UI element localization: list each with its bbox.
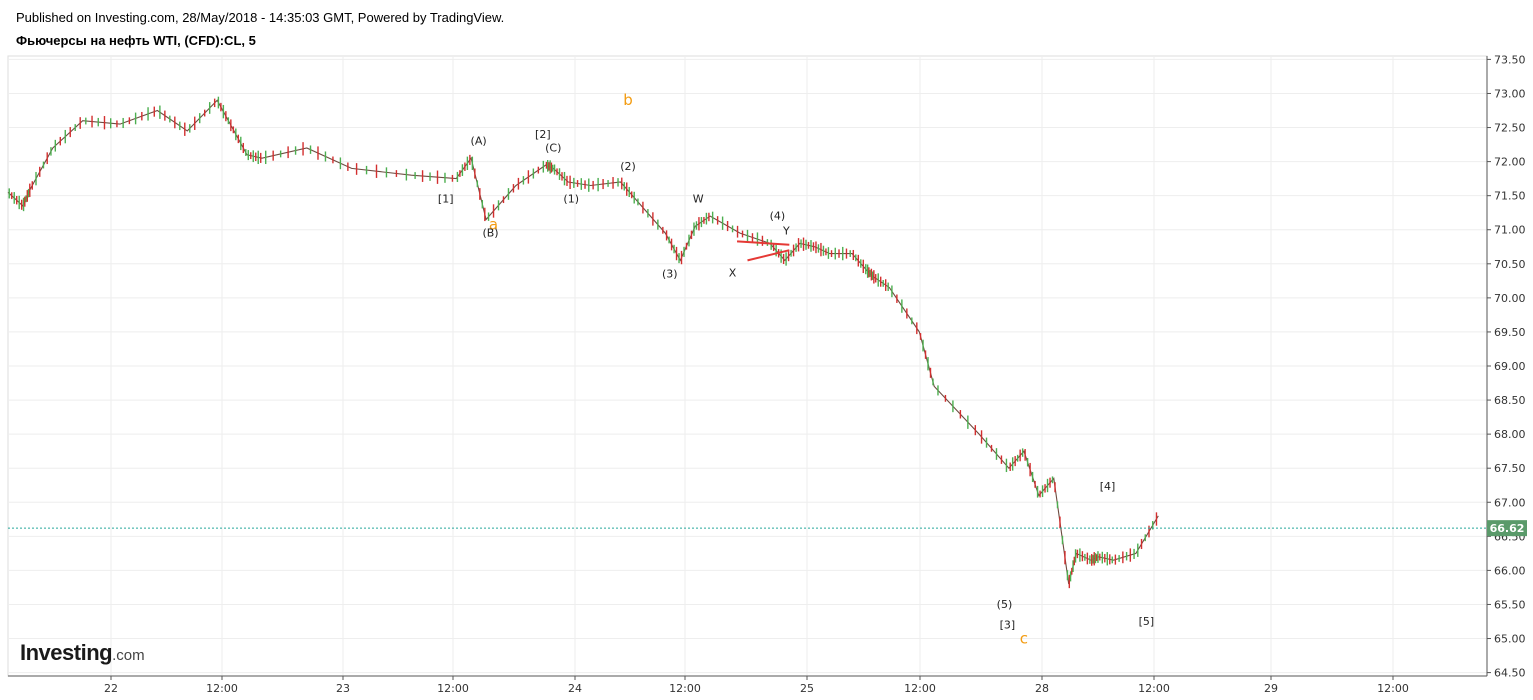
triangle-line [747,249,790,262]
x-tick-label: 12:00 [206,682,238,695]
wave-label: (4) [770,210,786,223]
y-tick-label: 69.00 [1494,360,1526,373]
y-tick-label: 71.00 [1494,224,1526,237]
wave-label: [4] [1100,480,1116,493]
wave-label: [3] [1000,618,1016,631]
x-tick-label: 12:00 [904,682,936,695]
axes: 73.50 73.00 72.50 72.00 71.50 71.00 70.50 70.00… [8,53,1526,695]
y-tick-label: 72.50 [1494,122,1526,135]
y-tick-label: 69.50 [1494,326,1526,339]
wave-label: (A) [471,135,487,148]
wave-label: a [489,216,498,234]
x-tick-label: 23 [336,682,350,695]
price-line [7,99,1159,585]
investing-logo: Investing.com [20,640,145,666]
y-tick-label: 68.50 [1494,394,1526,407]
wave-label: (2) [620,160,636,173]
y-tick-label: 68.00 [1494,428,1526,441]
wave-label: Y [782,225,790,238]
x-tick-label: 12:00 [437,682,469,695]
logo-main-text: Investing [20,640,113,665]
y-tick-label: 71.50 [1494,190,1526,203]
y-tick-label: 70.00 [1494,292,1526,305]
wave-label: (5) [997,598,1013,611]
triangle-line [736,240,790,246]
wave-label: [5] [1139,615,1155,628]
last-price-label: 66.62 [1490,522,1525,535]
x-tick-label: 25 [800,682,814,695]
last-price-badge [1487,520,1527,537]
wave-label: W [693,192,704,205]
y-tick-label: 66.00 [1494,564,1526,577]
wave-label: b [623,91,633,109]
x-tick-label: 24 [568,682,582,695]
x-tick-label: 29 [1264,682,1278,695]
wave-label: (C) [545,141,561,154]
grid-lines [7,55,1488,677]
x-tick-label: 12:00 [1138,682,1170,695]
last-price-marker: 66.62 [8,520,1527,537]
y-tick-label: 67.50 [1494,462,1526,475]
y-tick-label: 65.00 [1494,633,1526,646]
wave-label: (B) [482,227,498,240]
wave-label: c [1020,629,1028,647]
symbol-title: Фьючерсы на нефть WTI, (CFD):CL, 5 [16,33,256,48]
y-tick-label: 70.50 [1494,258,1526,271]
y-tick-label: 73.00 [1494,87,1526,100]
x-tick-label: 12:00 [1377,682,1409,695]
y-tick-label: 73.50 [1494,53,1526,66]
wave-label: (1) [563,192,579,205]
published-caption: Published on Investing.com, 28/May/2018 … [16,10,505,25]
wave-label: (3) [662,267,678,280]
wave-labels: a b c [1] (A) (B) [2](C) (1) (2) (3) W X (4) Y (5) [3] [… [438,91,1154,647]
wave-label: [2] [535,128,551,141]
x-tick-label: 12:00 [669,682,701,695]
triangle-pattern [736,240,790,262]
logo-domain-text: .com [112,647,145,664]
wave-label: [1] [438,192,454,205]
y-tick-label: 65.50 [1494,598,1526,611]
y-tick-label: 64.50 [1494,667,1526,680]
x-tick-label: 28 [1035,682,1049,695]
y-tick-label: 72.00 [1494,156,1526,169]
x-tick-label: 22 [104,682,118,695]
wave-label: X [729,267,737,280]
price-series [7,96,1159,589]
y-tick-label: 67.00 [1494,496,1526,509]
